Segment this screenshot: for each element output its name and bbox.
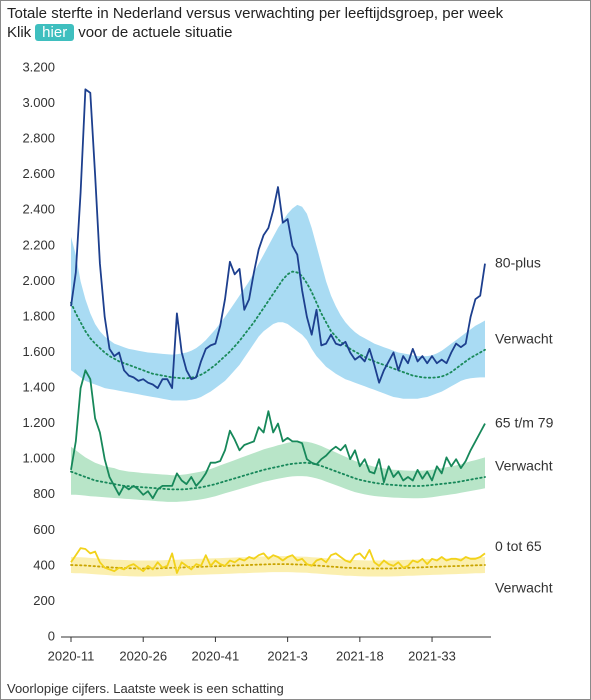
y-tick-label: 0	[48, 628, 55, 643]
y-tick-label: 200	[33, 593, 55, 608]
band	[71, 441, 485, 502]
y-tick-label: 400	[33, 557, 55, 572]
series-label: 65 t/m 79	[495, 414, 554, 430]
series-label: 0 tot 65	[495, 538, 542, 554]
y-tick-label: 2.600	[22, 166, 55, 181]
subtitle-text: voor de actuele situatie	[78, 24, 233, 41]
y-tick-label: 2.000	[22, 273, 55, 288]
subtitle-text: Klik	[7, 24, 32, 41]
expected-line	[70, 461, 486, 491]
y-tick-label: 3.200	[22, 59, 55, 74]
expected-line	[70, 270, 486, 380]
x-tick-label: 2021-33	[408, 648, 456, 663]
expected-label: Verwacht	[495, 580, 553, 596]
expected-label: Verwacht	[495, 458, 553, 474]
x-tick-label: 2021-3	[267, 648, 307, 663]
actual-line	[70, 369, 486, 500]
y-tick-label: 1.600	[22, 344, 55, 359]
y-tick-label: 600	[33, 522, 55, 537]
x-tick-label: 2020-41	[192, 648, 240, 663]
y-tick-label: 2.800	[22, 131, 55, 146]
series-label: 80-plus	[495, 254, 541, 270]
footnote: Voorlopige cijfers. Laatste week is een …	[7, 681, 284, 696]
actual-line	[70, 88, 486, 389]
y-tick-label: 1.200	[22, 415, 55, 430]
y-tick-label: 1.800	[22, 308, 55, 323]
expected-label: Verwacht	[495, 331, 553, 347]
actual-line	[70, 547, 486, 574]
y-tick-label: 1.000	[22, 451, 55, 466]
link-button[interactable]: hier	[35, 24, 75, 41]
x-tick-label: 2021-18	[336, 648, 384, 663]
band	[71, 204, 485, 401]
x-tick-label: 2020-11	[48, 648, 95, 663]
plot: 0 200 400 600 800 1.000 1.200 1.400 1.600 1.800 2.…	[22, 59, 554, 663]
chart-title: Totale sterfte in Nederland versus verwa…	[7, 5, 504, 22]
x-tick-label: 2020-26	[119, 648, 167, 663]
y-tick-label: 800	[33, 486, 55, 501]
y-tick-label: 3.000	[22, 95, 55, 110]
y-tick-label: 2.200	[22, 237, 55, 252]
y-tick-label: 1.400	[22, 380, 55, 395]
subtitle: Klik hier voor de actuele situatie	[7, 24, 232, 41]
y-tick-label: 2.400	[22, 202, 55, 217]
